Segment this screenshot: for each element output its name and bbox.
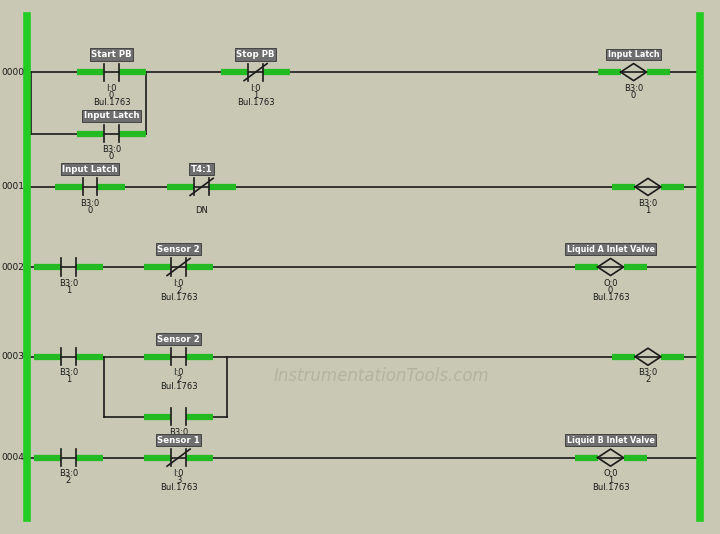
Text: I:0: I:0 xyxy=(174,279,184,288)
Text: InstrumentationTools.com: InstrumentationTools.com xyxy=(274,367,490,386)
Text: 2: 2 xyxy=(66,476,71,485)
Text: 3: 3 xyxy=(176,476,181,485)
Text: B3:0: B3:0 xyxy=(639,368,657,378)
Text: Sensor 2: Sensor 2 xyxy=(157,335,200,343)
Text: Bul.1763: Bul.1763 xyxy=(592,293,629,302)
Text: Bul.1763: Bul.1763 xyxy=(160,483,197,492)
Text: I:0: I:0 xyxy=(174,469,184,478)
Text: Sensor 2: Sensor 2 xyxy=(157,245,200,254)
Text: 0: 0 xyxy=(109,91,114,100)
Text: 1: 1 xyxy=(253,91,258,100)
Text: 0000: 0000 xyxy=(1,68,24,76)
Text: O:0: O:0 xyxy=(603,469,618,478)
Text: 2: 2 xyxy=(176,435,181,444)
Text: 0002: 0002 xyxy=(1,263,24,271)
Text: 0001: 0001 xyxy=(1,183,24,191)
Text: I:0: I:0 xyxy=(107,84,117,93)
Text: 0: 0 xyxy=(631,91,636,100)
Text: Stop PB: Stop PB xyxy=(236,50,275,59)
Text: B3:0: B3:0 xyxy=(59,469,78,478)
Text: I:0: I:0 xyxy=(174,368,184,378)
Text: 0: 0 xyxy=(608,286,613,295)
Text: DN: DN xyxy=(195,206,208,215)
Text: 1: 1 xyxy=(645,206,651,215)
Text: 2: 2 xyxy=(645,375,651,384)
Text: B3:0: B3:0 xyxy=(624,84,643,93)
Text: B3:0: B3:0 xyxy=(81,199,99,208)
Text: T4:1: T4:1 xyxy=(191,165,212,174)
Text: 0: 0 xyxy=(87,206,93,215)
Text: Input Latch: Input Latch xyxy=(84,112,140,120)
Text: Start PB: Start PB xyxy=(91,50,132,59)
Text: 2: 2 xyxy=(176,286,181,295)
Text: Liquid A Inlet Valve: Liquid A Inlet Valve xyxy=(567,245,654,254)
Text: Sensor 1: Sensor 1 xyxy=(157,436,200,444)
Text: B3:0: B3:0 xyxy=(169,428,188,437)
Text: Bul.1763: Bul.1763 xyxy=(237,98,274,107)
Text: B3:0: B3:0 xyxy=(59,368,78,378)
Text: 1: 1 xyxy=(608,476,613,485)
Text: 2: 2 xyxy=(176,375,181,384)
Text: Input Latch: Input Latch xyxy=(608,50,660,59)
Text: 0003: 0003 xyxy=(1,352,24,361)
Text: 1: 1 xyxy=(66,286,71,295)
Text: Bul.1763: Bul.1763 xyxy=(93,98,130,107)
Text: 0004: 0004 xyxy=(1,453,24,462)
Text: O:0: O:0 xyxy=(603,279,618,288)
Text: Bul.1763: Bul.1763 xyxy=(160,293,197,302)
Text: 1: 1 xyxy=(66,375,71,384)
Text: B3:0: B3:0 xyxy=(639,199,657,208)
Text: Input Latch: Input Latch xyxy=(62,165,118,174)
Text: I:0: I:0 xyxy=(251,84,261,93)
Text: B3:0: B3:0 xyxy=(59,279,78,288)
Text: Bul.1763: Bul.1763 xyxy=(592,483,629,492)
Text: Liquid B Inlet Valve: Liquid B Inlet Valve xyxy=(567,436,654,444)
Text: Bul.1763: Bul.1763 xyxy=(160,382,197,391)
Text: 0: 0 xyxy=(109,152,114,161)
Text: B3:0: B3:0 xyxy=(102,145,121,154)
